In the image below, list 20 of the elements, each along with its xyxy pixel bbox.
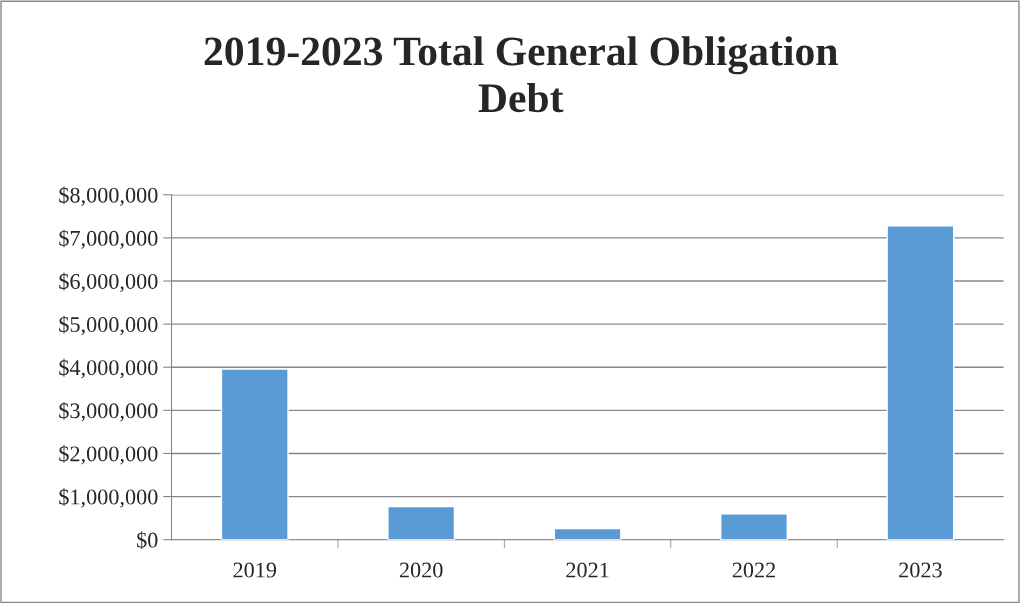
y-tick-label: $3,000,000 — [59, 401, 158, 422]
bar — [220, 368, 289, 540]
x-tick-label: 2022 — [732, 562, 776, 578]
x-tick-label: 2021 — [566, 562, 609, 578]
y-tick-label: $2,000,000 — [59, 445, 158, 465]
y-tick-label: $7,000,000 — [59, 229, 158, 250]
y-tick-label: $1,000,000 — [59, 488, 158, 508]
x-tick-label: 2020 — [399, 562, 443, 578]
y-tick-label: $6,000,000 — [59, 272, 158, 293]
x-tick-label: 2019 — [233, 562, 277, 578]
y-tick-label: $4,000,000 — [59, 358, 158, 379]
x-tick-label: 2023 — [899, 562, 942, 578]
chart-title: 2019-2023 Total General Obligation Debt — [204, 36, 838, 113]
y-tick-label: $8,000,000 — [59, 186, 158, 206]
bar — [553, 527, 622, 540]
bar — [387, 505, 456, 540]
y-tick-label: $0 — [137, 531, 158, 550]
y-tick-label: $5,000,000 — [59, 315, 158, 336]
bar — [886, 225, 955, 540]
bar — [720, 513, 788, 540]
